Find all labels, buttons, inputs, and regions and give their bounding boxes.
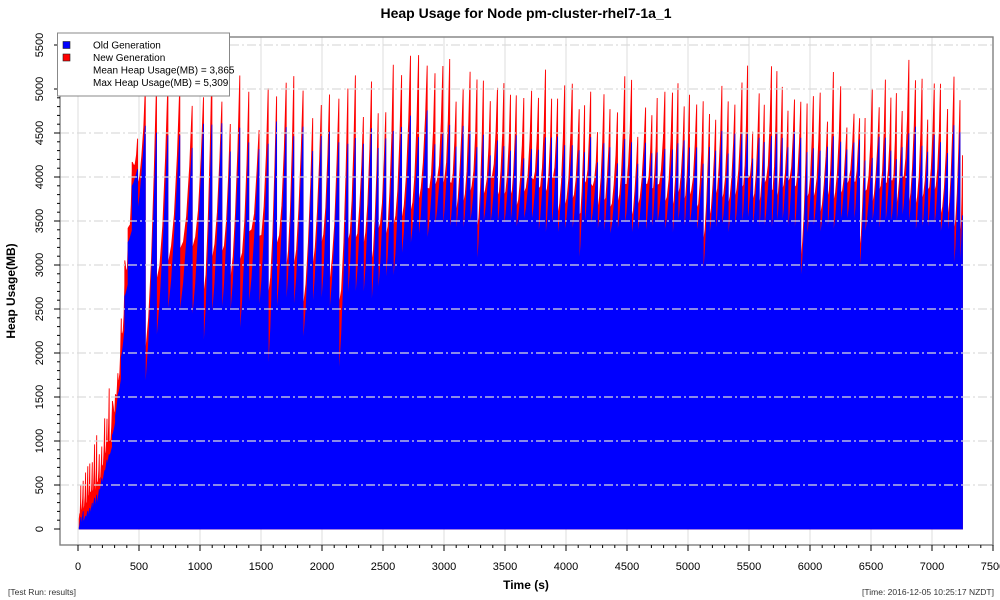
legend-mean-heap-usage: Mean Heap Usage(MB) = 3,865 [93,66,235,77]
horizontal-gridlines [60,44,993,486]
x-tick-label: 1500 [249,561,273,573]
chart-title: Heap Usage for Node pm-cluster-rhel7-1a_… [381,5,672,21]
x-tick-label: 4000 [554,561,578,573]
x-tick-label: 3500 [493,561,517,573]
x-tick-label: 6500 [859,561,883,573]
y-tick-label: 500 [34,476,46,494]
new-generation-swatch [62,53,71,62]
x-tick-label: 7000 [920,561,944,573]
old-generation-swatch [62,41,71,49]
old-generation-area [78,110,963,530]
x-tick-label: 5500 [737,561,761,573]
legend-label-old-generation: Old Generation [93,41,161,52]
footer-timestamp: [Time: 2016-12-05 10:25:17 NZDT] [862,587,994,597]
x-tick-label: 6000 [798,561,822,573]
legend: Old Generation New Generation Mean Heap … [57,32,235,97]
x-tick-label: 2500 [371,561,395,573]
y-axis-title: Heap Usage(MB) [4,243,18,338]
y-tick-label: 3500 [34,209,46,233]
y-tick-label: 4000 [34,165,46,189]
x-axis: 0 500 1000 1500 2000 2500 3000 3500 4000 4500 5000… [75,545,1000,573]
y-tick-label: 1000 [34,429,46,453]
x-tick-label: 4500 [615,561,639,573]
legend-box [57,32,230,97]
x-tick-label: 3000 [432,561,456,573]
y-tick-label: 3000 [34,253,46,277]
x-tick-label: 0 [75,561,81,573]
legend-label-new-generation: New Generation [93,53,165,64]
y-tick-label: 2500 [34,297,46,321]
legend-max-heap-usage: Max Heap Usage(MB) = 5,309 [93,78,229,89]
y-tick-label: 5500 [34,33,46,57]
y-tick-label: 1500 [34,385,46,409]
data-area-layer [78,55,963,530]
y-tick-label: 0 [34,526,46,532]
y-tick-label: 2000 [34,341,46,365]
x-axis-title: Time (s) [503,578,549,592]
x-tick-label: 2000 [310,561,334,573]
footer-test-run: [Test Run: results] [8,587,76,597]
x-tick-label: 500 [130,561,148,573]
y-tick-label: 4500 [34,121,46,145]
x-tick-label: 1000 [188,561,212,573]
x-tick-label: 5000 [676,561,700,573]
y-axis: 0 500 1000 1500 2000 2500 3000 3500 4000 4500 5000… [34,33,60,532]
y-tick-label: 5000 [34,77,46,101]
